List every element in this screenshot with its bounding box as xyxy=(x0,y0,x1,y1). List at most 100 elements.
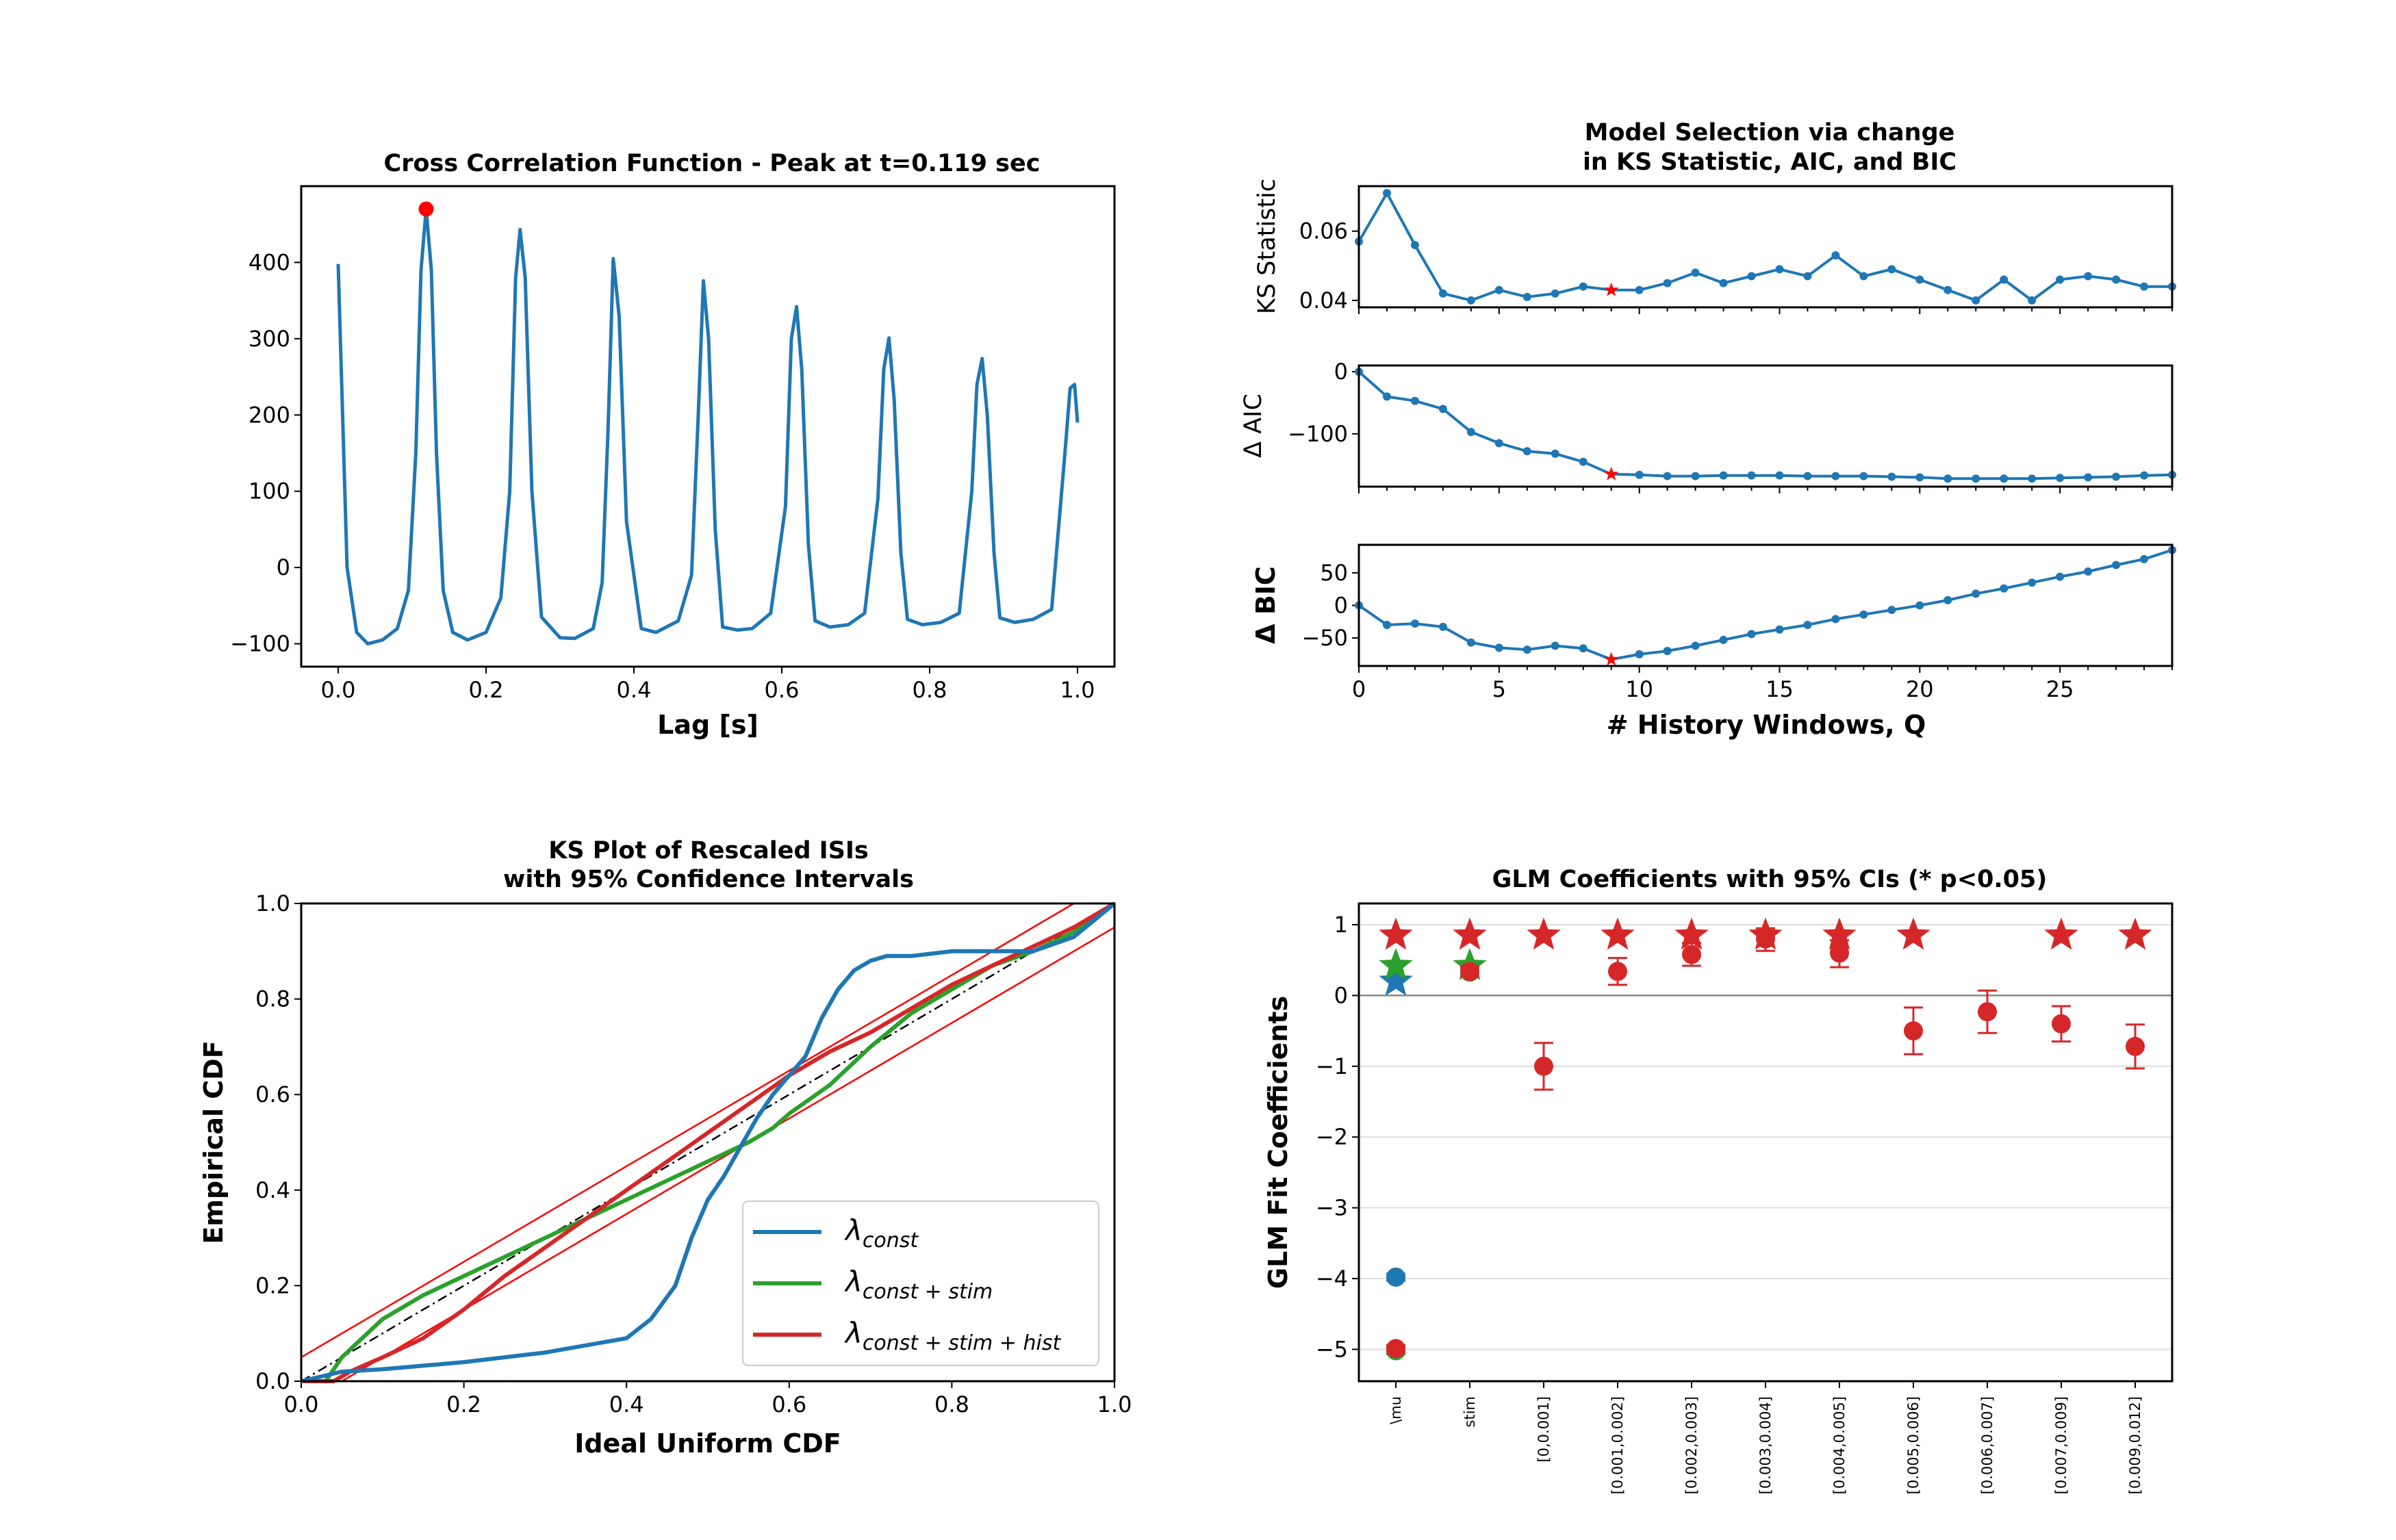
aic-point xyxy=(1635,470,1644,479)
ks-series-line-blue xyxy=(301,901,1116,1383)
glm-significance-star xyxy=(1748,917,1783,950)
bic-selected-star xyxy=(1604,652,1619,666)
ccf-ytick-label: 0 xyxy=(277,554,290,580)
bic-point xyxy=(1522,645,1531,654)
aic-point xyxy=(2000,474,2009,483)
glm-xtick-label: [0.004,0.005] xyxy=(1831,1396,1848,1494)
bic-point xyxy=(2028,578,2037,587)
bic-point xyxy=(1775,625,1784,634)
glm-xtick-label: \mu xyxy=(1388,1396,1404,1424)
bic-xtick-label: 25 xyxy=(2046,676,2074,702)
aic-point xyxy=(1522,447,1531,456)
glm-significance-star xyxy=(1674,917,1709,950)
ccf-xtick-label: 1.0 xyxy=(1060,677,1095,703)
ks-plot-xtick-label: 1.0 xyxy=(1097,1391,1132,1417)
ks-statistic-point xyxy=(1972,296,1980,305)
bic-point xyxy=(1831,615,1840,624)
aic-point xyxy=(2028,474,2037,483)
glm-significance-star xyxy=(1527,917,1561,950)
bic-xtick-label: 10 xyxy=(1625,676,1653,702)
glm-ytick-label: 0 xyxy=(1334,982,1348,1008)
bic-point xyxy=(1887,606,1896,615)
ccf-axes-frame xyxy=(300,185,1116,668)
bic-point xyxy=(1635,650,1644,658)
ks-statistic-point xyxy=(1579,282,1588,291)
ccf-ytick-label: 100 xyxy=(248,478,290,504)
bic-point xyxy=(1382,621,1391,630)
bic-point xyxy=(1410,619,1419,628)
ccf-plot-area: 0.0 0.2 0.4 0.6 0.8 1.0 −100 0 100 200 300 400 xyxy=(230,201,1095,703)
ks-statistic-point xyxy=(1943,285,1952,294)
ks-plot-xlabel: Ideal Uniform CDF xyxy=(574,1428,841,1459)
glm-xtick-label: stim xyxy=(1462,1396,1478,1427)
ccf-xlabel: Lag [s] xyxy=(657,710,759,740)
bic-point xyxy=(2140,554,2149,563)
glm-significance-star xyxy=(1896,917,1930,950)
ks-diagonal-line xyxy=(301,902,1115,1383)
ks-statistic-point xyxy=(1494,285,1503,294)
ks-statistic-ylabel: KS Statistic xyxy=(1253,179,1281,314)
aic-point xyxy=(1915,473,1924,482)
ks-statistic-point xyxy=(2140,282,2149,291)
bic-point xyxy=(1972,589,1980,598)
ks-statistic-point xyxy=(1466,296,1475,305)
glm-xtick-label: [0.009,0.012] xyxy=(2127,1396,2143,1494)
ks-plot-xtick-label: 0.6 xyxy=(772,1391,806,1417)
aic-point xyxy=(2056,474,2065,483)
aic-point xyxy=(2140,471,2149,480)
ks-plot-xtick-label: 0.8 xyxy=(934,1391,969,1417)
bic-ytick-label: 0 xyxy=(1334,593,1348,619)
ccf-xtick-label: 0.6 xyxy=(765,677,800,703)
bic-point xyxy=(1494,643,1503,652)
ks-statistic-point xyxy=(1719,279,1728,287)
ccf-ytick-label: 200 xyxy=(248,402,290,428)
aic-point xyxy=(1438,405,1447,413)
glm-coefficient-point xyxy=(1460,962,1479,981)
ccf-xtick-label: 0.8 xyxy=(913,677,947,703)
ks-statistic-point xyxy=(1635,285,1644,294)
glm-xtick-label: [0.001,0.002] xyxy=(1609,1396,1626,1494)
bic-point xyxy=(1579,644,1588,653)
ks-plot-ylabel: Empirical CDF xyxy=(199,1040,229,1244)
glm-panel: GLM Coefficients with 95% CIs (* p<0.05)… xyxy=(1263,866,2174,1494)
aic-ytick-label: 0 xyxy=(1334,359,1348,385)
glm-xtick-label: [0.002,0.003] xyxy=(1683,1396,1700,1494)
ccf-ytick-label: −100 xyxy=(230,631,290,657)
bic-point xyxy=(1803,621,1812,630)
ks-series-line-green xyxy=(301,901,1116,1383)
aic-point xyxy=(1775,471,1784,480)
ccf-peak-marker xyxy=(418,201,434,217)
ks-plot-ytick-label: 0.8 xyxy=(255,986,290,1012)
ks-plot-xtick-label: 0.2 xyxy=(446,1391,481,1417)
aic-point xyxy=(1719,471,1728,480)
ks-statistic-point xyxy=(1522,292,1531,301)
aic-point xyxy=(1943,474,1952,483)
ks-statistic-point xyxy=(2056,275,2065,284)
ks-statistic-point xyxy=(1915,275,1924,284)
glm-axes-frame xyxy=(1358,902,2174,1383)
legend-label-const-stim: λconst + stim xyxy=(844,1265,993,1304)
glm-significance-star xyxy=(1822,917,1857,950)
glm-xtick-label: [0.007,0.009] xyxy=(2053,1396,2069,1494)
ks-statistic-point xyxy=(1747,272,1756,281)
aic-axes-frame xyxy=(1358,364,2174,488)
ks-plot-ytick-label: 0.4 xyxy=(255,1177,290,1203)
glm-significance-star xyxy=(1379,963,1413,996)
ks-statistic-point xyxy=(1887,265,1896,274)
aic-point xyxy=(1887,472,1896,481)
ks-statistic-point xyxy=(1551,289,1559,298)
aic-point xyxy=(1831,472,1840,480)
glm-coefficient-point xyxy=(1682,945,1701,964)
ks-plot-legend: λconst λconst + stim λconst + stim + his… xyxy=(742,1201,1099,1366)
glm-coefficient-point xyxy=(2052,1014,2071,1034)
ks-statistic-line xyxy=(1358,190,2172,303)
ccf-ytick-label: 400 xyxy=(248,249,290,275)
glm-coefficient-point xyxy=(1534,1056,1553,1076)
aic-point xyxy=(1466,428,1475,437)
ks-plot-area: 0.0 0.2 0.4 0.6 0.8 1.0 0.0 0.2 0.4 0.6 0.8 1.0 xyxy=(255,890,1132,1417)
aic-ytick-label: −100 xyxy=(1288,421,1348,447)
glm-significance-star xyxy=(1379,917,1413,950)
ks-statistic-point xyxy=(2084,272,2093,281)
aic-point xyxy=(1859,472,1868,480)
